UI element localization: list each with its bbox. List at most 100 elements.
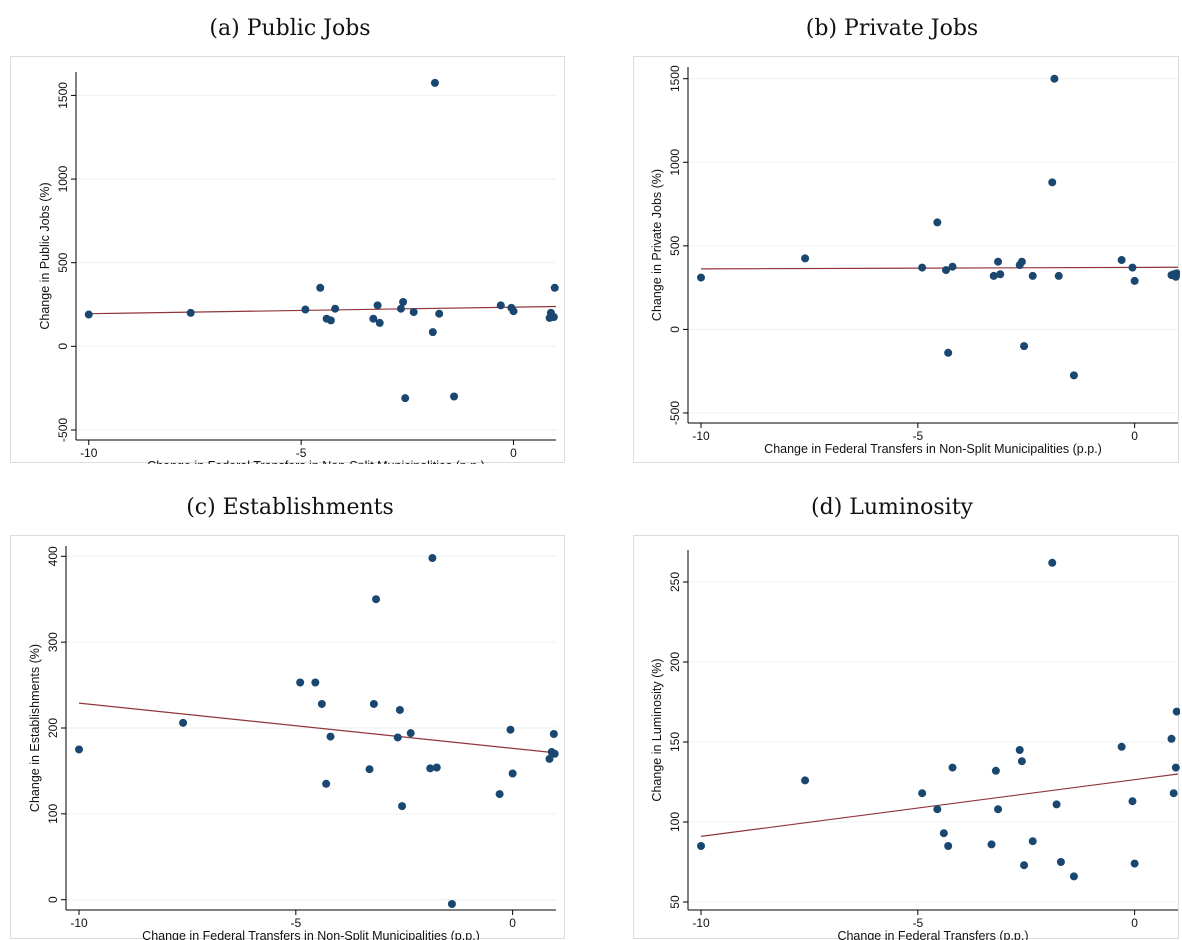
data-point [1172, 269, 1180, 278]
scatter-private-jobs: -500 0 500 1000 1500 -10 -5 0 Change in Federal … [650, 65, 1180, 456]
data-point [1048, 558, 1057, 567]
data-point [322, 779, 331, 788]
data-point [1117, 742, 1126, 751]
panel-title-public-jobs: (a) Public Jobs [209, 16, 371, 41]
fitted-line [701, 266, 1179, 270]
x-tick-label: -5 [296, 446, 307, 460]
data-point [506, 725, 515, 734]
panel-title-luminosity: (d) Luminosity [811, 495, 973, 520]
data-point [409, 308, 418, 317]
data-point [549, 730, 558, 739]
y-axis-label: Change in Luminosity (%) [650, 658, 664, 801]
fitted-line [700, 773, 1179, 837]
x-axis-label: Change in Federal Transfers in Non-Split… [142, 929, 480, 940]
chart-panel-private-jobs: -500 0 500 1000 1500 -10 -5 0 Change in Federal … [633, 56, 1180, 463]
y-tick-label: 250 [668, 572, 682, 592]
y-tick-label: 1500 [56, 82, 70, 109]
data-point [365, 765, 374, 774]
y-tick-label: 200 [668, 652, 682, 672]
x-tick-label: 0 [1131, 916, 1138, 930]
y-tick-label: 300 [46, 632, 60, 652]
x-tick-label: -5 [290, 916, 301, 930]
data-point [1130, 859, 1139, 868]
scatter-luminosity: 50 100 150 200 250 -10 -5 0 Change in Federal Tr… [650, 550, 1180, 940]
data-point [369, 699, 378, 708]
data-point [1117, 256, 1126, 265]
data-point [509, 307, 518, 316]
data-point [801, 776, 810, 785]
data-point [1015, 746, 1024, 754]
data-point [1028, 837, 1037, 846]
y-tick-label: 1500 [668, 65, 682, 92]
x-tick-label: -10 [80, 446, 98, 460]
x-tick-label: 0 [1131, 429, 1138, 443]
data-point [996, 270, 1005, 279]
data-point [430, 78, 439, 87]
y-tick-label: 150 [668, 732, 682, 752]
data-point [428, 554, 437, 563]
data-point [432, 763, 441, 772]
data-point [991, 766, 1000, 775]
data-point [989, 271, 998, 280]
x-axis-label: Change in Federal Transfers (p.p.) [837, 929, 1028, 940]
data-point [948, 763, 957, 772]
data-point [75, 745, 84, 754]
data-point [1048, 178, 1057, 187]
grid [688, 581, 1178, 903]
y-tick-label: 0 [668, 326, 682, 333]
y-tick-label: 200 [46, 718, 60, 738]
x-tick-label: 0 [509, 916, 516, 930]
data-point [375, 318, 384, 327]
grid [76, 94, 556, 431]
data-point [369, 314, 378, 323]
data-point [296, 678, 305, 687]
panel-title-establishments: (c) Establishments [186, 495, 394, 520]
data-point [1169, 789, 1178, 798]
panel-title-private-jobs: (b) Private Jobs [805, 16, 979, 41]
y-tick-label: 50 [668, 895, 682, 909]
data-point [994, 257, 1003, 266]
y-tick-label: 1000 [56, 165, 70, 192]
y-tick-label: -500 [668, 401, 682, 425]
data-point [186, 308, 195, 317]
data-point [1020, 861, 1029, 870]
data-point [311, 678, 320, 687]
grid [688, 78, 1178, 414]
data-point [447, 899, 456, 908]
x-tick-label: -5 [912, 429, 923, 443]
data-point [1167, 734, 1176, 743]
fitted-line [78, 702, 557, 754]
data-point [942, 266, 951, 275]
y-tick-label: 100 [668, 812, 682, 832]
data-point [396, 304, 405, 313]
scatter-public-jobs: -500 0 500 1000 1500 -10 -5 0 Change in Federal … [38, 72, 559, 464]
data-point [994, 805, 1003, 814]
data-point [1128, 263, 1137, 272]
grid [66, 555, 556, 901]
y-tick-label: 500 [668, 236, 682, 256]
data-point [697, 842, 706, 850]
data-point [1052, 800, 1061, 809]
data-point [1054, 271, 1063, 280]
x-tick-label: 0 [510, 446, 517, 460]
y-axis-label: Change in Establishments (%) [28, 644, 42, 812]
data-point [1069, 872, 1078, 881]
data-point [428, 328, 437, 337]
data-point [373, 301, 382, 310]
data-point [84, 310, 93, 319]
data-point [933, 805, 942, 814]
data-point [316, 283, 325, 292]
data-point [331, 304, 340, 313]
y-tick-label: 0 [56, 343, 70, 350]
data-point [1050, 74, 1059, 83]
y-axis-label: Change in Private Jobs (%) [650, 169, 664, 321]
y-axis-label: Change in Public Jobs (%) [38, 182, 52, 329]
x-tick-label: -10 [70, 916, 88, 930]
x-tick-label: -10 [692, 916, 710, 930]
data-point [697, 273, 706, 282]
data-point [372, 595, 381, 604]
data-point [1056, 858, 1065, 866]
data-point [1020, 342, 1029, 351]
data-point [944, 842, 953, 850]
data-point [406, 729, 415, 738]
